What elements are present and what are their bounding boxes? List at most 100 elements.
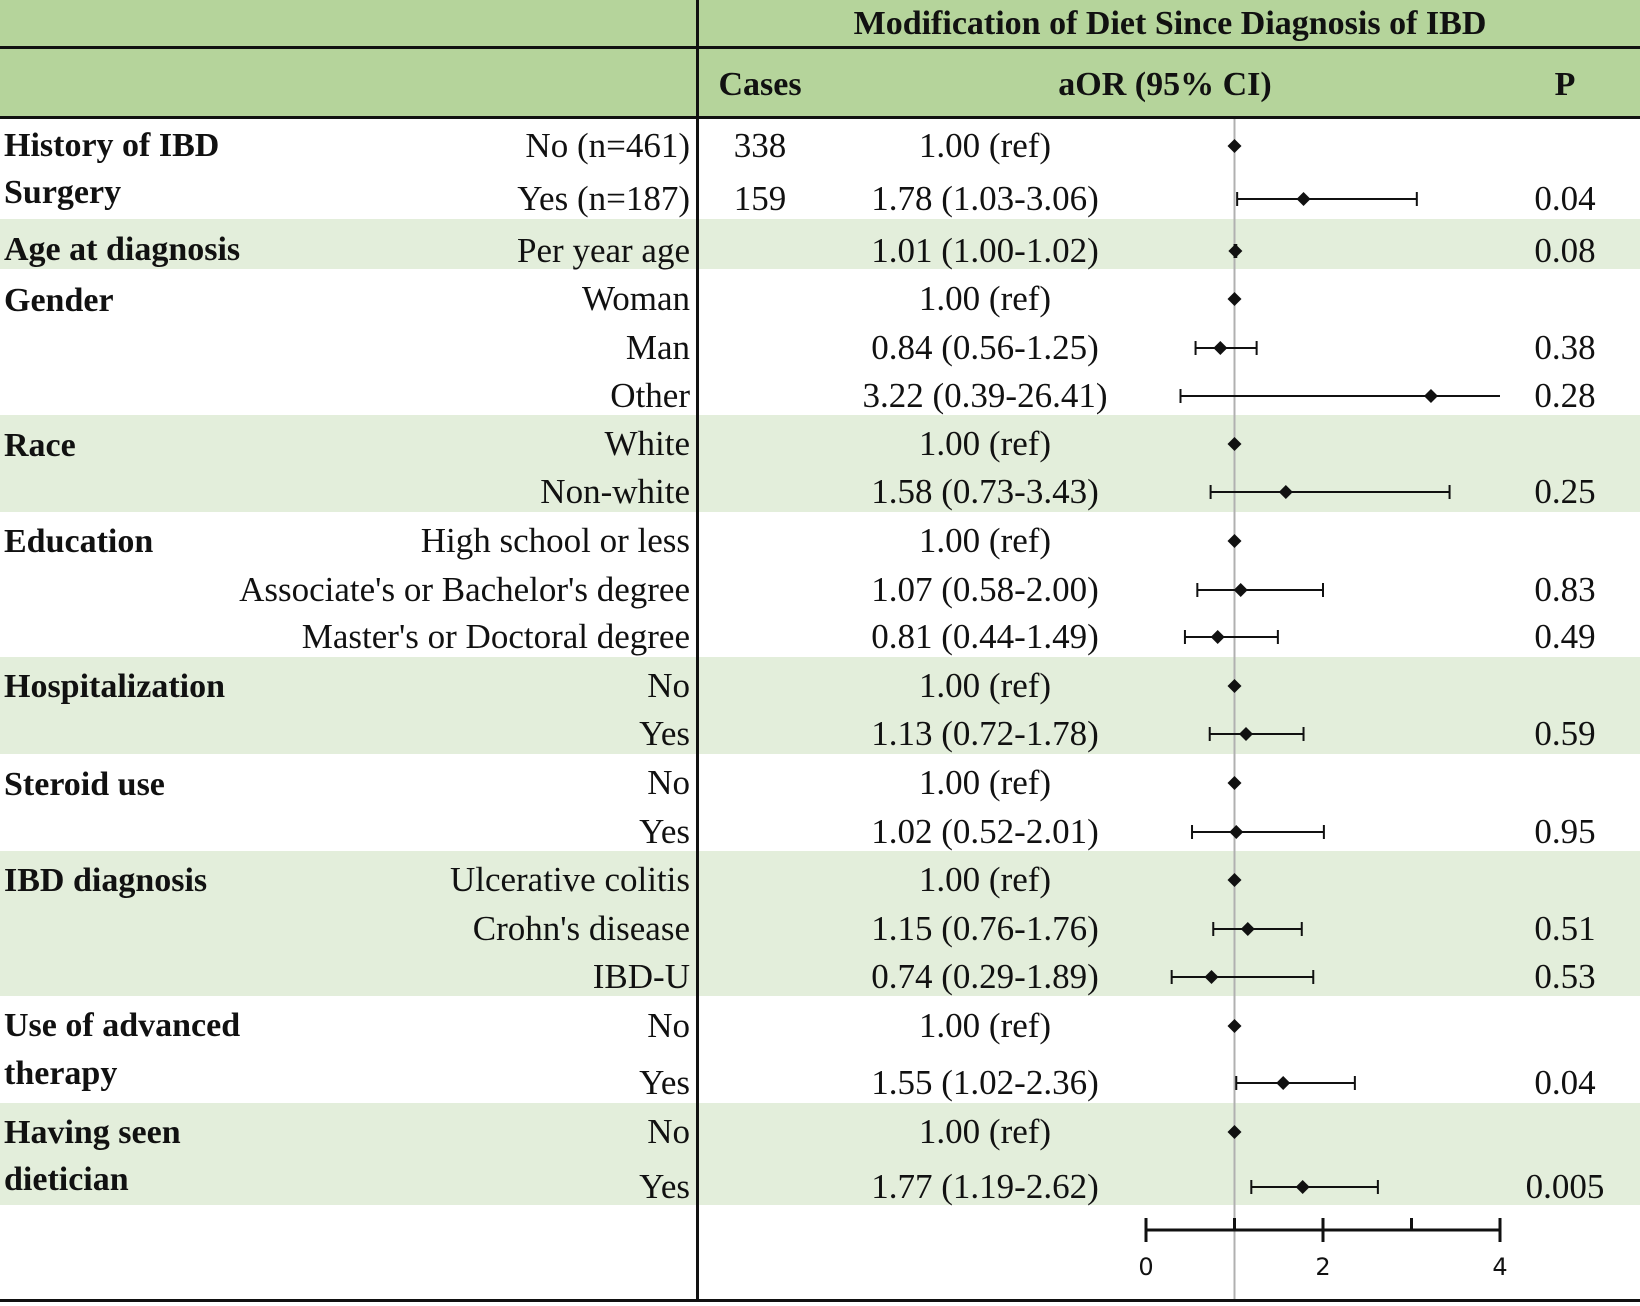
point-estimate-marker <box>1210 630 1225 644</box>
point-estimate-marker <box>1240 922 1255 936</box>
row-level-label: No <box>647 1112 690 1151</box>
point-estimate-marker <box>1227 292 1242 306</box>
point-estimate-marker <box>1227 139 1242 153</box>
row-aor: 1.00 (ref) <box>918 126 1052 165</box>
row-level-label: Other <box>610 376 690 415</box>
table-title: Modification of Diet Since Diagnosis of … <box>853 5 1487 42</box>
group-label: Hospitalization <box>4 668 226 705</box>
point-estimate-marker <box>1278 485 1293 499</box>
band-race <box>0 415 1640 512</box>
column-divider <box>696 0 699 1302</box>
row-level-label: No (n=461) <box>525 126 690 165</box>
row-aor: 1.15 (0.76-1.76) <box>871 909 1099 948</box>
bottom-rule <box>0 1299 1640 1302</box>
point-estimate-marker <box>1229 825 1244 839</box>
row-level-label: White <box>604 424 690 463</box>
row-p-value: 0.53 <box>1534 957 1596 996</box>
band-age-at-diagnosis <box>0 219 1640 269</box>
header-rule-1 <box>0 46 1640 49</box>
group-label: Surgery <box>4 174 122 211</box>
point-estimate-marker <box>1213 341 1228 355</box>
row-level-label: Yes <box>639 714 690 753</box>
header-rule-2 <box>0 116 1640 119</box>
row-aor: 0.74 (0.29-1.89) <box>871 957 1099 996</box>
row-aor: 1.00 (ref) <box>918 666 1052 705</box>
row-p-value: 0.005 <box>1525 1167 1605 1206</box>
row-level-label: Yes <box>639 1167 690 1206</box>
point-estimate-marker <box>1296 192 1311 206</box>
row-aor: 1.55 (1.02-2.36) <box>871 1063 1099 1102</box>
row-level-label: Non-white <box>540 472 690 511</box>
point-estimate-marker <box>1227 679 1242 693</box>
x-tick-label: 4 <box>1492 1253 1507 1281</box>
group-label: Having seen <box>4 1114 181 1151</box>
row-p-value: 0.83 <box>1534 570 1596 609</box>
band-hospitalization <box>0 657 1640 754</box>
row-level-label: No <box>647 1006 690 1045</box>
group-label: Gender <box>4 282 114 319</box>
row-aor: 1.00 (ref) <box>918 1112 1052 1151</box>
row-level-label: Yes <box>639 812 690 851</box>
row-aor: 1.00 (ref) <box>918 521 1052 560</box>
row-p-value: 0.49 <box>1534 617 1596 656</box>
row-aor: 1.01 (1.00-1.02) <box>871 231 1099 270</box>
group-label: Race <box>4 427 76 464</box>
row-aor: 0.84 (0.56-1.25) <box>871 328 1099 367</box>
row-aor: 1.00 (ref) <box>918 860 1052 899</box>
cases-column-header: Cases <box>718 66 802 103</box>
row-level-label: No <box>647 666 690 705</box>
row-level-label: Ulcerative colitis <box>449 860 690 899</box>
row-p-value: 0.28 <box>1534 376 1596 415</box>
row-level-label: High school or less <box>420 521 690 560</box>
row-aor: 1.00 (ref) <box>918 279 1052 318</box>
row-cases: 159 <box>733 179 787 218</box>
row-aor: 1.58 (0.73-3.43) <box>871 472 1099 511</box>
row-p-value: 0.04 <box>1534 179 1596 218</box>
row-aor: 1.78 (1.03-3.06) <box>871 179 1099 218</box>
group-label: Age at diagnosis <box>4 231 241 268</box>
row-level-label: Associate's or Bachelor's degree <box>239 570 690 609</box>
row-p-value: 0.25 <box>1534 472 1596 511</box>
point-estimate-marker <box>1276 1076 1291 1090</box>
point-estimate-marker <box>1204 970 1219 984</box>
x-tick-label: 0 <box>1138 1253 1153 1281</box>
point-estimate-marker <box>1228 244 1243 258</box>
row-level-label: Woman <box>582 279 690 318</box>
row-aor: 1.00 (ref) <box>918 763 1052 802</box>
row-level-label: Yes (n=187) <box>517 179 690 218</box>
group-label: History of IBD <box>4 127 220 164</box>
row-aor: 1.00 (ref) <box>918 424 1052 463</box>
x-tick-label: 2 <box>1315 1253 1330 1281</box>
point-estimate-marker <box>1227 437 1242 451</box>
point-estimate-marker <box>1227 1125 1242 1139</box>
group-label: dietician <box>4 1161 129 1198</box>
point-estimate-marker <box>1227 776 1242 790</box>
row-aor: 1.02 (0.52-2.01) <box>871 812 1099 851</box>
row-aor: 3.22 (0.39-26.41) <box>862 376 1108 415</box>
point-estimate-marker <box>1227 873 1242 887</box>
point-estimate-marker <box>1423 389 1438 403</box>
row-aor: 1.07 (0.58-2.00) <box>871 570 1099 609</box>
point-estimate-marker <box>1233 583 1248 597</box>
row-p-value: 0.51 <box>1534 909 1596 948</box>
row-level-label: Man <box>625 328 690 367</box>
row-level-label: Crohn's disease <box>472 909 690 948</box>
group-label: IBD diagnosis <box>4 862 208 899</box>
point-estimate-marker <box>1295 1180 1310 1194</box>
row-aor: 1.00 (ref) <box>918 1006 1052 1045</box>
row-level-label: IBD-U <box>592 957 690 996</box>
point-estimate-marker <box>1227 534 1242 548</box>
group-label: Steroid use <box>4 766 165 803</box>
row-cases: 338 <box>733 126 787 165</box>
point-estimate-marker <box>1227 1019 1242 1033</box>
group-label: Use of advanced <box>4 1007 241 1044</box>
p-column-header: P <box>1554 66 1576 103</box>
row-p-value: 0.38 <box>1534 328 1596 367</box>
row-p-value: 0.04 <box>1534 1063 1596 1102</box>
row-level-label: Master's or Doctoral degree <box>301 617 690 656</box>
group-label: Education <box>4 523 154 560</box>
row-level-label: Yes <box>639 1063 690 1102</box>
point-estimate-marker <box>1239 727 1254 741</box>
